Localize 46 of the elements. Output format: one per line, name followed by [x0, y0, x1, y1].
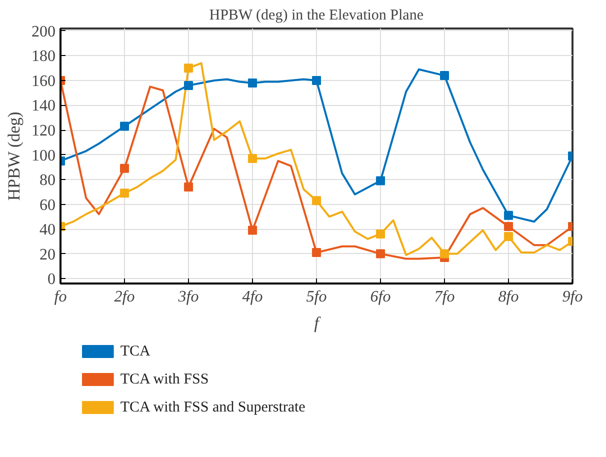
legend-label: TCA with FSS and Superstrate — [120, 400, 306, 416]
point — [440, 249, 449, 258]
x-tick-label: fo — [54, 288, 67, 306]
point — [504, 222, 513, 232]
y-tick-label: 160 — [32, 72, 56, 90]
point — [248, 78, 257, 88]
x-tick-label: 2fo — [114, 288, 135, 306]
y-tick-label: 120 — [32, 122, 56, 140]
point — [248, 226, 257, 235]
x-tick-label: 4fo — [242, 288, 263, 306]
x-tick-label: 7fo — [434, 288, 455, 306]
point — [376, 249, 385, 258]
point — [120, 122, 129, 131]
point — [312, 196, 321, 206]
point — [120, 188, 129, 198]
point — [504, 232, 513, 241]
y-tick-label: 180 — [32, 48, 56, 66]
point — [376, 229, 385, 238]
y-tick-label: 200 — [32, 23, 56, 40]
point — [312, 76, 321, 85]
legend-label: TCA — [120, 344, 151, 360]
y-tick-label: 20 — [40, 246, 56, 264]
y-tick-label: 40 — [40, 222, 56, 239]
point — [440, 71, 449, 80]
x-axis-title: f — [314, 314, 322, 332]
chart-title: HPBW (deg) in the Elevation Plane — [209, 8, 424, 24]
point — [120, 164, 129, 173]
point — [504, 210, 513, 220]
y-tick-label: 60 — [40, 196, 56, 214]
point — [376, 176, 385, 186]
y-tick-label: 100 — [32, 147, 56, 164]
y-tick-label: 0 — [48, 271, 56, 288]
x-tick-label: 3fo — [177, 288, 199, 306]
point — [184, 64, 193, 73]
y-tick-label: 140 — [32, 98, 56, 115]
point — [184, 80, 193, 90]
x-tick-label: 6fo — [370, 288, 391, 306]
point — [184, 182, 193, 192]
x-tick-label: 9fo — [562, 288, 583, 306]
y-axis-title: HPBW (deg) — [4, 112, 24, 201]
x-tick-label: 8fo — [498, 288, 519, 306]
x-tick-label: 5fo — [306, 288, 327, 306]
y-tick-label: 80 — [40, 172, 56, 190]
legend-label: TCA with FSS — [120, 372, 209, 388]
point — [312, 248, 321, 258]
point — [248, 154, 257, 163]
